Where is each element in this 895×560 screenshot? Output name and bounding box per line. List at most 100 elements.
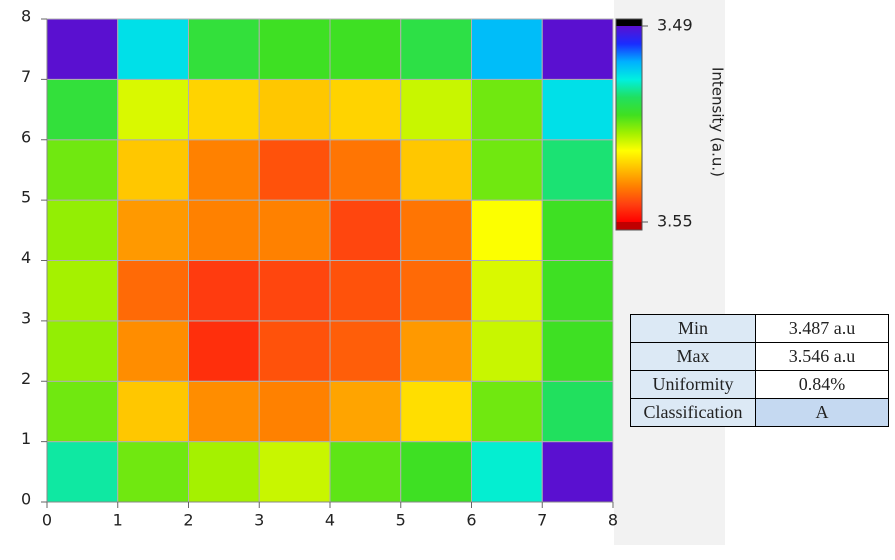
heat-cell [117,18,189,80]
row-value: 3.546 a.u [755,342,889,371]
heat-cell [46,260,119,322]
heat-cell [46,18,119,80]
heat-cell [46,441,119,503]
stats-table: Min 3.487 a.u Max 3.546 a.u Uniformity 0.84% C… [630,314,889,427]
heat-cell [471,199,543,261]
heat-cell [188,380,260,443]
heat-cell [329,139,402,201]
heat-cell [258,199,331,261]
row-value: 0.84% [755,370,889,399]
colorbar-cap [616,19,642,26]
row-label: Classification [630,398,756,427]
heat-cell [471,260,543,322]
heat-cell [471,18,543,80]
heat-cell [329,380,402,443]
heat-cell [258,78,331,141]
heat-cell [471,320,543,382]
row-value: A [755,398,889,427]
heat-cell [471,139,543,201]
y-tick-label: 5 [21,188,31,207]
heat-cell [117,320,189,382]
heat-cell [46,380,119,443]
heat-cell [400,441,472,503]
heat-cell [188,320,260,382]
heat-cell [258,18,331,80]
heat-cell [117,199,189,261]
heat-cell [400,78,472,141]
colorbar-frame [615,18,643,231]
row-label: Max [630,342,756,371]
y-tick-label: 6 [21,127,31,146]
heat-cell [541,260,614,322]
heat-cell [329,260,402,322]
heat-cell [188,18,260,80]
heat-cell [471,78,543,141]
heat-cell [541,441,614,503]
table-row: Uniformity 0.84% [630,370,889,399]
heat-cell [329,78,402,141]
x-tick-label: 1 [113,511,123,530]
heat-cell [400,18,472,80]
colorbar-tick-label: 3.49 [657,16,693,35]
heat-cell [329,320,402,382]
heat-cell [258,320,331,382]
y-tick-label: 7 [21,67,31,86]
x-tick-label: 6 [466,511,476,530]
heat-cell [329,18,402,80]
heat-cell [541,78,614,141]
colorbar-cap [616,222,642,230]
heat-cell [258,139,331,201]
heat-cell [400,320,472,382]
heat-cell [400,380,472,443]
row-value: 3.487 a.u [755,314,889,343]
heat-cell [400,260,472,322]
x-tick-label: 8 [608,511,618,530]
heat-cell [400,139,472,201]
table-row: Min 3.487 a.u [630,314,889,343]
heat-cell [541,380,614,443]
x-tick-label: 3 [254,511,264,530]
x-tick-label: 2 [183,511,193,530]
table-row: Classification A [630,398,889,427]
heat-cell [329,199,402,261]
y-tick-label: 4 [21,248,31,267]
heat-cell [46,78,119,141]
heat-cell [541,320,614,382]
x-tick-label: 7 [537,511,547,530]
x-tick-label: 4 [325,511,335,530]
heat-cell [258,441,331,503]
heat-cell [117,260,189,322]
heat-cell [400,199,472,261]
table-row: Max 3.546 a.u [630,342,889,371]
heat-cell [117,78,189,141]
heat-cell [541,199,614,261]
row-label: Uniformity [630,370,756,399]
y-tick-label: 8 [21,7,31,26]
colorbar-tick-label: 3.55 [657,212,693,231]
y-tick-label: 0 [21,490,31,509]
heat-cell [541,18,614,80]
heat-cell [117,380,189,443]
x-tick-label: 0 [42,511,52,530]
heat-cell [329,441,402,503]
heat-cell [258,260,331,322]
x-tick-label: 5 [396,511,406,530]
colorbar [616,26,642,222]
y-tick-label: 1 [21,429,31,448]
heat-cell [46,139,119,201]
heat-cell [46,320,119,382]
heat-cell [188,199,260,261]
y-tick-label: 3 [21,308,31,327]
heat-cell [188,441,260,503]
heat-cell [471,380,543,443]
row-label: Min [630,314,756,343]
heat-cell [471,441,543,503]
heat-cell [188,260,260,322]
colorbar-label: Intensity (a.u.) [709,67,727,177]
y-tick-label: 2 [21,369,31,388]
heat-cell [46,199,119,261]
heat-cell [541,139,614,201]
heat-cell [188,78,260,141]
